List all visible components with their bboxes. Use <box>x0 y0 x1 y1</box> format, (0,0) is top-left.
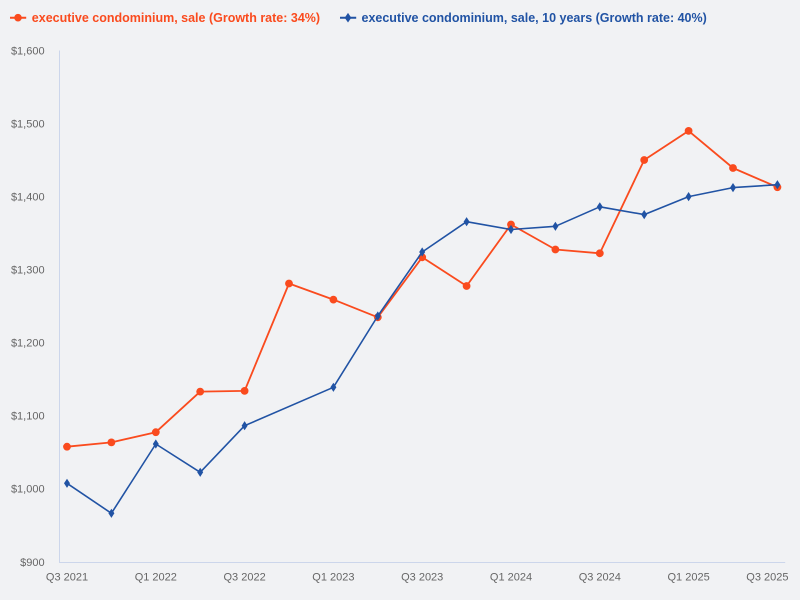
svg-text:Q3 2021: Q3 2021 <box>46 572 88 584</box>
svg-text:Q1 2022: Q1 2022 <box>135 572 177 584</box>
svg-text:Q1 2023: Q1 2023 <box>312 572 354 584</box>
svg-text:Q3 2024: Q3 2024 <box>579 572 621 584</box>
svg-text:executive condominium, sale, 1: executive condominium, sale, 10 years (G… <box>362 11 707 25</box>
svg-text:Q3 2022: Q3 2022 <box>223 572 265 584</box>
svg-text:$1,300: $1,300 <box>11 265 45 277</box>
svg-text:executive condominium, sale (G: executive condominium, sale (Growth rate… <box>32 11 320 25</box>
svg-text:$1,100: $1,100 <box>11 411 45 423</box>
svg-text:Q1 2025: Q1 2025 <box>667 572 709 584</box>
svg-text:$1,000: $1,000 <box>11 484 45 496</box>
svg-text:Q3 2025: Q3 2025 <box>746 572 788 584</box>
svg-text:$1,200: $1,200 <box>11 338 45 350</box>
svg-text:Q1 2024: Q1 2024 <box>490 572 532 584</box>
svg-text:$1,400: $1,400 <box>11 192 45 204</box>
svg-text:$1,600: $1,600 <box>11 45 45 57</box>
svg-text:Q3 2023: Q3 2023 <box>401 572 443 584</box>
svg-text:$900: $900 <box>20 557 44 569</box>
svg-text:$1,500: $1,500 <box>11 118 45 130</box>
